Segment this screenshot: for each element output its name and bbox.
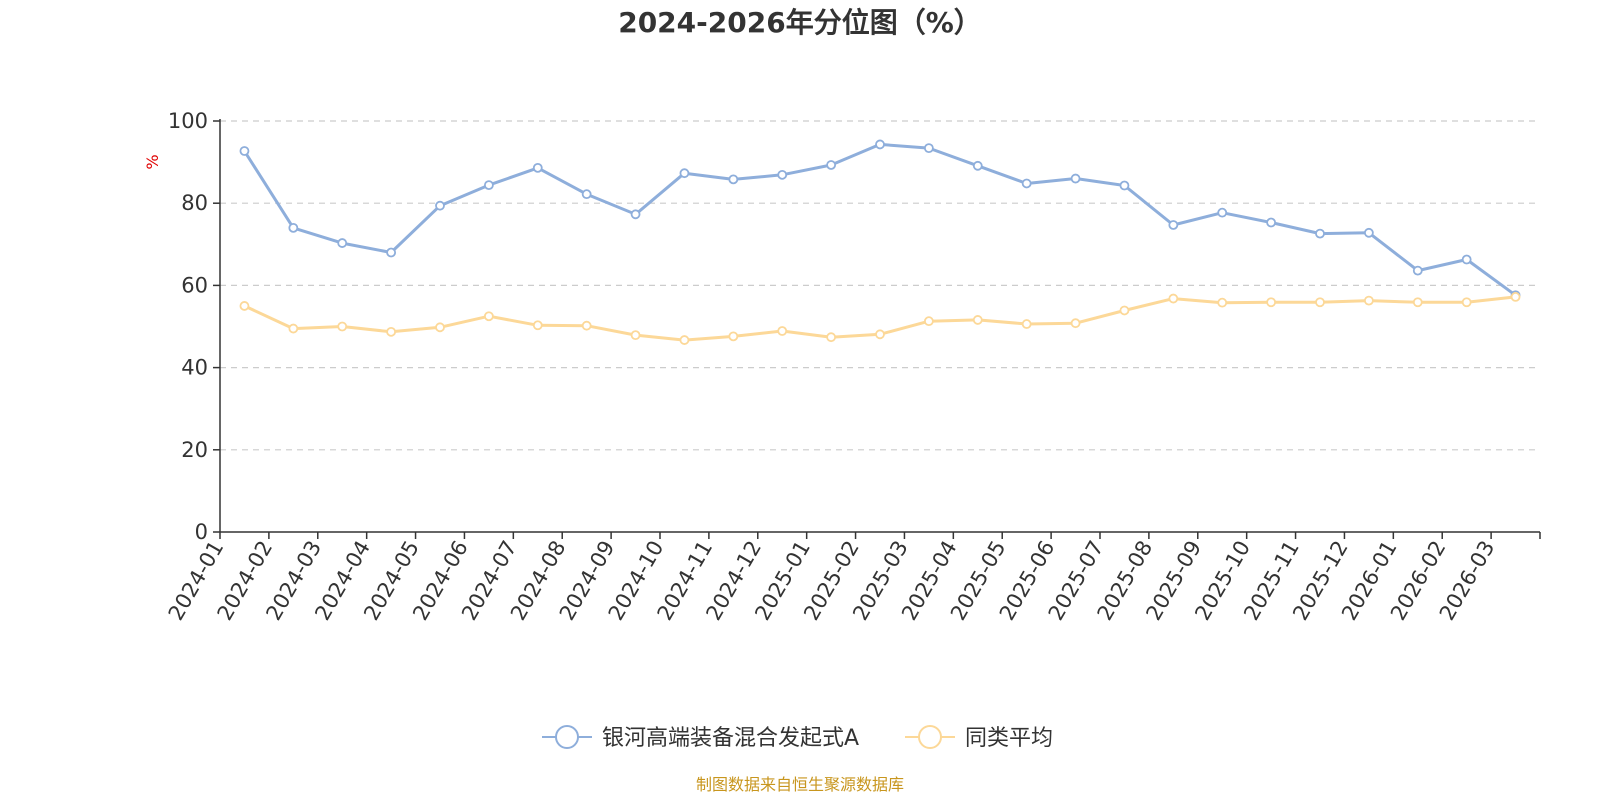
data-point[interactable] [679, 335, 690, 345]
data-point[interactable] [923, 143, 934, 154]
data-point[interactable] [532, 162, 543, 173]
data-point[interactable] [1070, 318, 1081, 329]
data-point[interactable] [728, 174, 739, 185]
data-point[interactable] [972, 315, 983, 325]
data-point[interactable] [1119, 305, 1130, 316]
data-point[interactable] [1021, 178, 1032, 189]
legend[interactable]: 银河高端装备混合发起式A 同类平均 [542, 725, 1053, 751]
data-point[interactable] [1315, 297, 1325, 308]
data-point[interactable] [386, 326, 397, 337]
data-point[interactable] [1119, 180, 1130, 191]
data-point[interactable] [288, 222, 299, 233]
data-point[interactable] [630, 330, 641, 341]
data-point[interactable] [728, 331, 739, 342]
data-point[interactable] [483, 180, 494, 191]
data-point[interactable] [1266, 217, 1277, 228]
data-point[interactable] [1266, 297, 1277, 308]
source-note: 制图数据来自恒生聚源数据库 [696, 775, 904, 794]
data-point[interactable] [1070, 173, 1081, 184]
data-point[interactable] [826, 332, 837, 343]
legend-label: 银河高端装备混合发起式A [602, 726, 859, 751]
chart-title: 2024-2026年分位图（%） [618, 6, 982, 39]
data-point[interactable] [1461, 297, 1472, 308]
data-point[interactable] [1315, 228, 1325, 239]
data-point[interactable] [630, 209, 641, 220]
y-tick-label: 0 [195, 520, 208, 544]
data-point[interactable] [483, 311, 494, 322]
data-point[interactable] [1412, 297, 1423, 308]
legend-item-1[interactable]: 同类平均 [905, 725, 1053, 751]
data-point[interactable] [435, 322, 445, 333]
data-point[interactable] [679, 168, 690, 179]
data-point[interactable] [337, 238, 348, 248]
data-point[interactable] [581, 320, 592, 331]
data-point[interactable] [875, 329, 885, 340]
data-point[interactable] [826, 160, 837, 170]
data-point[interactable] [875, 139, 885, 150]
data-point[interactable] [1217, 207, 1228, 218]
data-point[interactable] [1461, 254, 1472, 265]
data-point[interactable] [972, 160, 983, 171]
legend-item-0[interactable]: 银河高端装备混合发起式A [542, 725, 859, 751]
y-tick-label: 80 [181, 191, 208, 215]
data-point[interactable] [1363, 227, 1374, 238]
data-point[interactable] [288, 323, 299, 334]
legend-label: 同类平均 [965, 726, 1053, 751]
data-point[interactable] [1168, 220, 1179, 230]
legend-swatch-marker [555, 725, 579, 749]
axes: 0204060801002024-012024-022024-032024-04… [164, 109, 1541, 624]
data-point[interactable] [1168, 293, 1179, 304]
data-point[interactable] [337, 321, 348, 332]
y-axis-label: % [143, 154, 162, 169]
y-tick-label: 40 [181, 356, 208, 380]
data-point[interactable] [1217, 297, 1228, 308]
data-point[interactable] [923, 316, 934, 327]
y-tick-label: 20 [181, 438, 208, 462]
data-point[interactable] [239, 146, 250, 156]
data-point[interactable] [532, 320, 543, 331]
data-point[interactable] [1363, 295, 1374, 306]
data-point[interactable] [581, 189, 592, 200]
data-point[interactable] [777, 169, 788, 180]
y-tick-label: 100 [168, 109, 208, 133]
y-tick-label: 60 [181, 273, 208, 297]
data-point[interactable] [1412, 265, 1423, 276]
data-point[interactable] [777, 326, 788, 336]
series-group [239, 139, 1521, 345]
series-line-0 [243, 142, 1517, 297]
data-point[interactable] [1021, 319, 1032, 329]
data-point[interactable] [435, 200, 445, 211]
data-point[interactable] [239, 301, 250, 311]
data-point[interactable] [386, 247, 397, 258]
data-point[interactable] [1510, 292, 1521, 302]
grid [220, 120, 1540, 451]
legend-swatch-marker [918, 725, 942, 749]
